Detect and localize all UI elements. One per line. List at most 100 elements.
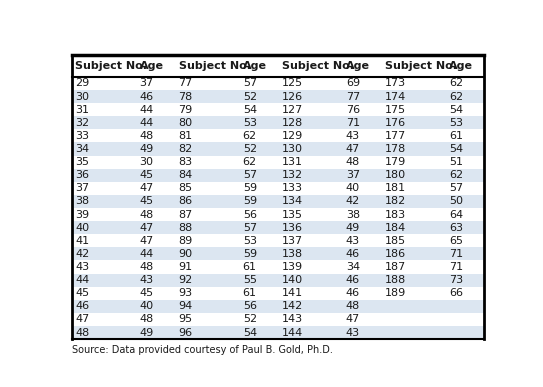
Text: 91: 91 (179, 262, 193, 272)
Text: 93: 93 (179, 288, 193, 298)
Text: 45: 45 (140, 288, 154, 298)
Text: 175: 175 (385, 104, 406, 115)
Text: 41: 41 (75, 236, 90, 246)
Text: 37: 37 (75, 183, 90, 193)
Bar (72, 182, 484, 195)
Text: 54: 54 (243, 104, 257, 115)
Text: 69: 69 (346, 79, 360, 88)
Bar (72, 90, 484, 103)
Text: 56: 56 (243, 301, 257, 311)
Text: 77: 77 (346, 91, 360, 101)
Text: 53: 53 (243, 118, 257, 128)
Text: 43: 43 (140, 275, 154, 285)
Text: 126: 126 (282, 91, 303, 101)
Text: 36: 36 (75, 170, 90, 180)
Text: 49: 49 (140, 144, 154, 154)
Bar (72, 234, 484, 247)
Text: 71: 71 (346, 118, 360, 128)
Text: 77: 77 (179, 79, 193, 88)
Text: 43: 43 (346, 327, 360, 337)
Text: 96: 96 (179, 327, 193, 337)
Text: 187: 187 (385, 262, 406, 272)
Text: 62: 62 (449, 79, 463, 88)
Text: 188: 188 (385, 275, 406, 285)
Text: 48: 48 (140, 131, 154, 141)
Text: 132: 132 (282, 170, 303, 180)
Text: 31: 31 (75, 104, 90, 115)
Text: 51: 51 (449, 157, 463, 167)
Bar (72, 142, 484, 156)
Text: 47: 47 (140, 236, 154, 246)
Bar (72, 247, 484, 260)
Text: 34: 34 (346, 262, 360, 272)
Text: 185: 185 (385, 236, 406, 246)
Text: 131: 131 (282, 157, 302, 167)
Text: 80: 80 (179, 118, 193, 128)
Text: 76: 76 (346, 104, 360, 115)
Text: Age: Age (140, 61, 163, 71)
Text: 40: 40 (140, 301, 154, 311)
Text: 57: 57 (243, 79, 257, 88)
Text: 38: 38 (346, 209, 360, 219)
Text: 44: 44 (140, 118, 154, 128)
Text: 44: 44 (140, 249, 154, 259)
Text: 54: 54 (449, 144, 463, 154)
Bar (72, 221, 484, 234)
Text: 48: 48 (140, 209, 154, 219)
Text: 134: 134 (282, 196, 303, 206)
Text: 54: 54 (449, 104, 463, 115)
Text: 92: 92 (179, 275, 193, 285)
Text: 43: 43 (346, 131, 360, 141)
Text: 90: 90 (179, 249, 193, 259)
Text: 78: 78 (179, 91, 193, 101)
Text: 48: 48 (75, 327, 90, 337)
Text: 48: 48 (346, 301, 360, 311)
Text: 183: 183 (385, 209, 406, 219)
Text: 180: 180 (385, 170, 406, 180)
Bar (72, 208, 484, 221)
Text: 62: 62 (449, 91, 463, 101)
Text: 49: 49 (346, 223, 360, 233)
Text: 83: 83 (179, 157, 193, 167)
Text: 173: 173 (385, 79, 406, 88)
Text: 88: 88 (179, 223, 193, 233)
Text: 48: 48 (140, 262, 154, 272)
Text: 37: 37 (140, 79, 154, 88)
Bar (72, 300, 484, 313)
Text: Subject No.: Subject No. (282, 61, 353, 71)
Text: 144: 144 (282, 327, 303, 337)
Text: 176: 176 (385, 118, 406, 128)
Text: 42: 42 (75, 249, 90, 259)
Text: 66: 66 (449, 288, 463, 298)
Text: 34: 34 (75, 144, 90, 154)
Text: 73: 73 (449, 275, 463, 285)
Text: 59: 59 (243, 183, 257, 193)
Text: 82: 82 (179, 144, 193, 154)
Text: 55: 55 (243, 275, 257, 285)
Text: 40: 40 (346, 183, 360, 193)
Text: 59: 59 (243, 196, 257, 206)
Text: 65: 65 (449, 236, 463, 246)
Text: 53: 53 (243, 236, 257, 246)
Text: 128: 128 (282, 118, 303, 128)
Text: 61: 61 (243, 288, 257, 298)
Text: Age: Age (243, 61, 267, 71)
Text: 46: 46 (346, 249, 360, 259)
Bar (72, 77, 484, 90)
Text: 59: 59 (243, 249, 257, 259)
Text: 47: 47 (346, 144, 360, 154)
Bar (72, 287, 484, 300)
Text: 62: 62 (243, 157, 257, 167)
Text: 64: 64 (449, 209, 463, 219)
Text: 47: 47 (346, 314, 360, 324)
Bar (72, 274, 484, 287)
Text: 79: 79 (179, 104, 193, 115)
Text: 84: 84 (179, 170, 193, 180)
Text: 52: 52 (243, 314, 257, 324)
Text: 179: 179 (385, 157, 406, 167)
Text: 189: 189 (385, 288, 406, 298)
Text: Age: Age (449, 61, 473, 71)
Text: 143: 143 (282, 314, 303, 324)
Bar (72, 313, 484, 326)
Text: 127: 127 (282, 104, 303, 115)
